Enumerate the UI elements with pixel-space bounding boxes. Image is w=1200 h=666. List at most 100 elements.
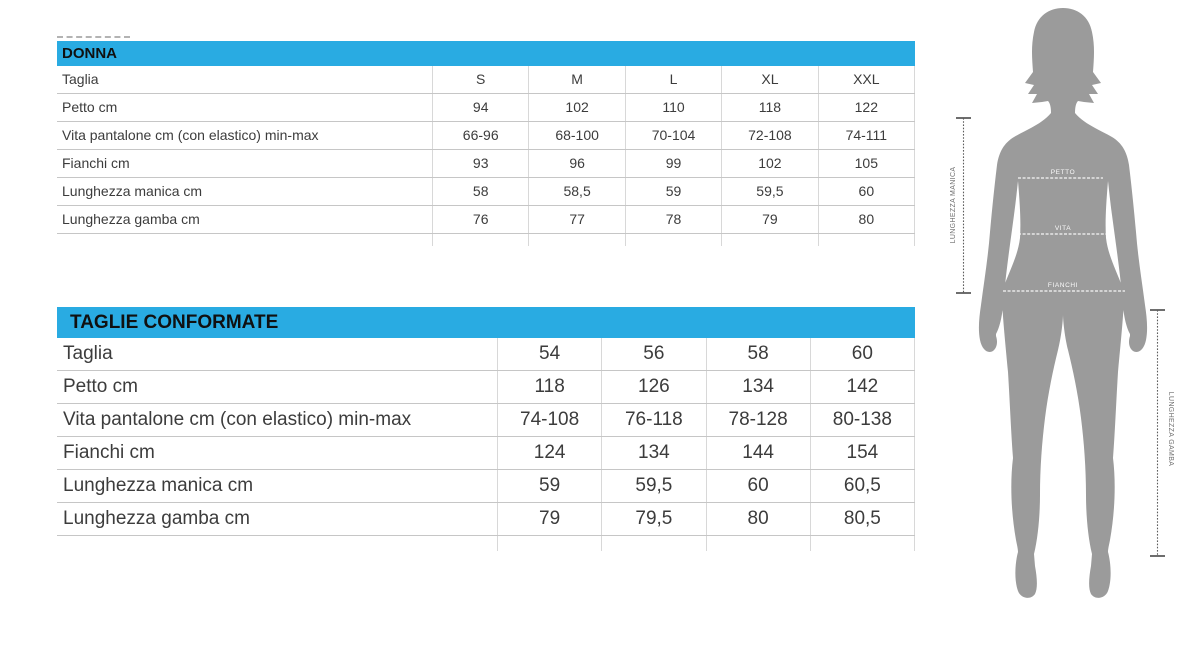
cell-value: 58 <box>432 178 528 205</box>
row-label: Lunghezza manica cm <box>63 475 254 496</box>
cell-value: S <box>432 66 528 93</box>
cell-value: 68-100 <box>528 122 624 149</box>
cell-value: XXL <box>817 66 916 93</box>
cell-value: 99 <box>624 150 721 177</box>
stub-cell <box>817 234 916 246</box>
cell-value: 78 <box>624 206 721 233</box>
cell-value: 58,5 <box>528 178 624 205</box>
cell-value: 76 <box>432 206 528 233</box>
measurement-diagram: PETTO VITA FIANCHI LUNGHEZZA MANICA LUNG… <box>930 0 1200 666</box>
cell-value: 122 <box>817 94 916 121</box>
table-row: Vita pantalone cm (con elastico) min-max… <box>57 122 916 150</box>
table-row: Lunghezza manica cm 58 58,5 59 59,5 60 <box>57 178 916 206</box>
stub-label <box>57 234 432 246</box>
table-row: Lunghezza manica cm 59 59,5 60 60,5 <box>57 470 915 503</box>
table-stub-row <box>57 234 916 246</box>
cell-value: M <box>528 66 624 93</box>
cell-value: 124 <box>497 437 601 469</box>
table-rows: Taglia 54 56 58 60 Petto cm 118 126 134 142 Vita p… <box>57 338 915 551</box>
cell-value: 72-108 <box>721 122 817 149</box>
table-row: Lunghezza gamba cm 76 77 78 79 80 <box>57 206 916 234</box>
cell-value: 59 <box>497 470 601 502</box>
female-silhouette-svg: PETTO VITA FIANCHI LUNGHEZZA MANICA LUNG… <box>950 8 1174 598</box>
cell-value: 105 <box>817 150 916 177</box>
cell-value: 154 <box>809 437 915 469</box>
row-label: Fianchi cm <box>62 155 130 171</box>
cell-value: 102 <box>528 94 624 121</box>
petto-label: PETTO <box>1051 169 1076 176</box>
cell-value: 58 <box>705 338 810 370</box>
female-silhouette <box>978 8 1148 598</box>
cell-value: 79,5 <box>601 503 705 535</box>
border-artifact <box>57 36 130 38</box>
manica-label: LUNGHEZZA MANICA <box>950 167 957 244</box>
cell-value: 74-111 <box>817 122 916 149</box>
table-rows: Taglia S M L XL XXL Petto cm 94 102 110 118 122 Vita… <box>57 66 916 246</box>
row-label: Lunghezza manica cm <box>62 183 203 199</box>
cell-value: 79 <box>497 503 601 535</box>
table-title: DONNA <box>57 41 915 66</box>
cell-value: 102 <box>721 150 817 177</box>
cell-value: 74-108 <box>497 404 601 436</box>
stub-cell <box>601 536 705 551</box>
cell-value: 134 <box>601 437 705 469</box>
table-row: Taglia 54 56 58 60 <box>57 338 915 371</box>
gamba-label: LUNGHEZZA GAMBA <box>1167 392 1174 466</box>
cell-value: 60 <box>817 178 916 205</box>
table-conformate: TAGLIE CONFORMATE Taglia 54 56 58 60 Petto cm… <box>57 307 915 551</box>
vita-label: VITA <box>1055 225 1071 232</box>
cell-value: 80 <box>817 206 916 233</box>
table-row: Fianchi cm 124 134 144 154 <box>57 437 915 470</box>
cell-value: 60,5 <box>809 470 915 502</box>
cell-value: 56 <box>601 338 705 370</box>
cell-value: 60 <box>705 470 810 502</box>
stub-label <box>57 536 497 551</box>
cell-value: XL <box>721 66 817 93</box>
table-row: Fianchi cm 93 96 99 102 105 <box>57 150 916 178</box>
row-label: Fianchi cm <box>63 442 155 463</box>
stub-cell <box>705 536 810 551</box>
row-label: Taglia <box>62 71 99 87</box>
stub-cell <box>624 234 721 246</box>
table-row: Petto cm 118 126 134 142 <box>57 371 915 404</box>
table-row: Lunghezza gamba cm 79 79,5 80 80,5 <box>57 503 915 536</box>
cell-value: 59,5 <box>721 178 817 205</box>
row-label: Petto cm <box>62 99 118 115</box>
stub-cell <box>497 536 601 551</box>
cell-value: 79 <box>721 206 817 233</box>
cell-value: 66-96 <box>432 122 528 149</box>
cell-value: 134 <box>705 371 810 403</box>
cell-value: 80,5 <box>809 503 915 535</box>
cell-value: 126 <box>601 371 705 403</box>
row-label: Petto cm <box>63 376 138 397</box>
cell-value: 110 <box>624 94 721 121</box>
table-title: TAGLIE CONFORMATE <box>57 307 915 338</box>
cell-value: 59 <box>624 178 721 205</box>
cell-value: 80 <box>705 503 810 535</box>
cell-value: L <box>624 66 721 93</box>
cell-value: 93 <box>432 150 528 177</box>
cell-value: 118 <box>721 94 817 121</box>
stub-cell <box>809 536 915 551</box>
stub-cell <box>432 234 528 246</box>
cell-value: 142 <box>809 371 915 403</box>
row-label: Vita pantalone cm (con elastico) min-max <box>63 409 412 430</box>
row-label: Vita pantalone cm (con elastico) min-max <box>62 127 319 143</box>
cell-value: 78-128 <box>705 404 810 436</box>
table-donna: DONNA Taglia S M L XL XXL Petto cm 94 102 110 118 1… <box>57 41 916 246</box>
row-label: Lunghezza gamba cm <box>63 508 250 529</box>
cell-value: 144 <box>705 437 810 469</box>
table-row: Vita pantalone cm (con elastico) min-max… <box>57 404 915 437</box>
cell-value: 77 <box>528 206 624 233</box>
table-stub-row <box>57 536 915 551</box>
cell-value: 60 <box>809 338 915 370</box>
fianchi-label: FIANCHI <box>1048 282 1078 289</box>
cell-value: 80-138 <box>809 404 915 436</box>
cell-value: 76-118 <box>601 404 705 436</box>
cell-value: 59,5 <box>601 470 705 502</box>
cell-value: 54 <box>497 338 601 370</box>
row-label: Lunghezza gamba cm <box>62 211 200 227</box>
cell-value: 94 <box>432 94 528 121</box>
stub-cell <box>721 234 817 246</box>
